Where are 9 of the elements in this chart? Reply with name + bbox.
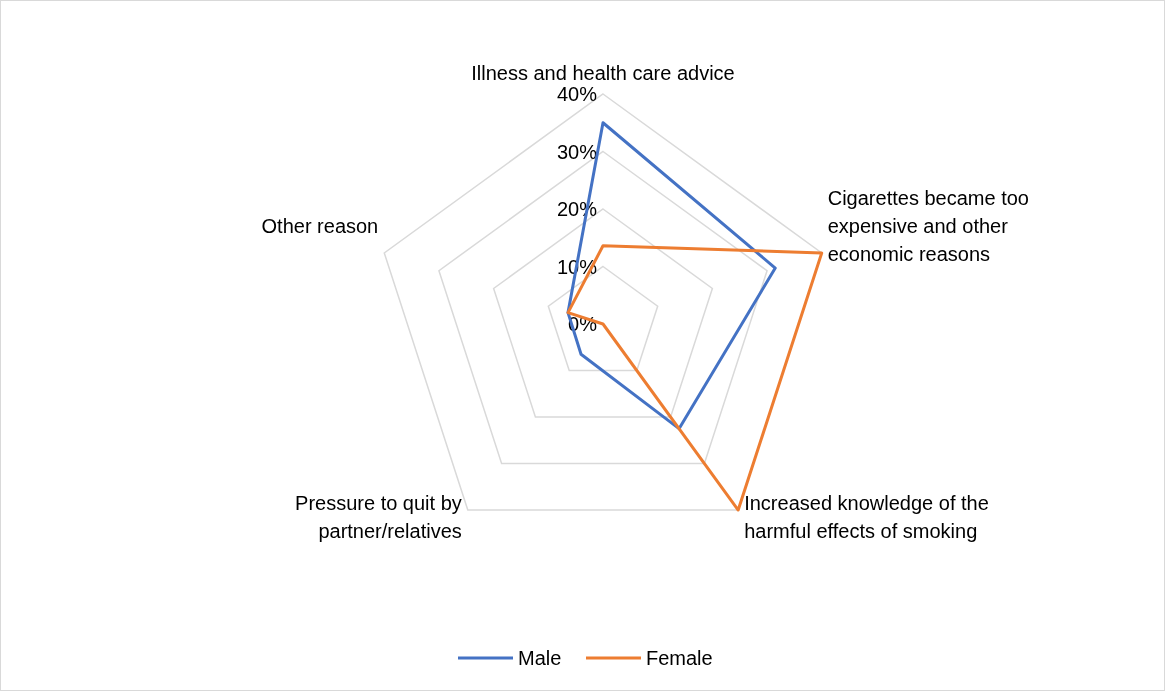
spoke-label: Pressure to quit by partner/relatives	[295, 492, 462, 543]
spoke-label: Other reason	[261, 214, 379, 237]
legend-label: Female	[646, 647, 713, 669]
spoke-label: Increased knowledge of the harmful effects of smoking	[744, 492, 989, 543]
spoke-label: Cigarettes became too expensive and other economic reasons	[827, 186, 1029, 265]
y-tick-label: 30%	[556, 140, 598, 163]
spoke-label: Illness and health care advice	[471, 62, 735, 84]
legend-label: Male	[518, 647, 562, 669]
y-tick-label: 40%	[556, 83, 598, 105]
